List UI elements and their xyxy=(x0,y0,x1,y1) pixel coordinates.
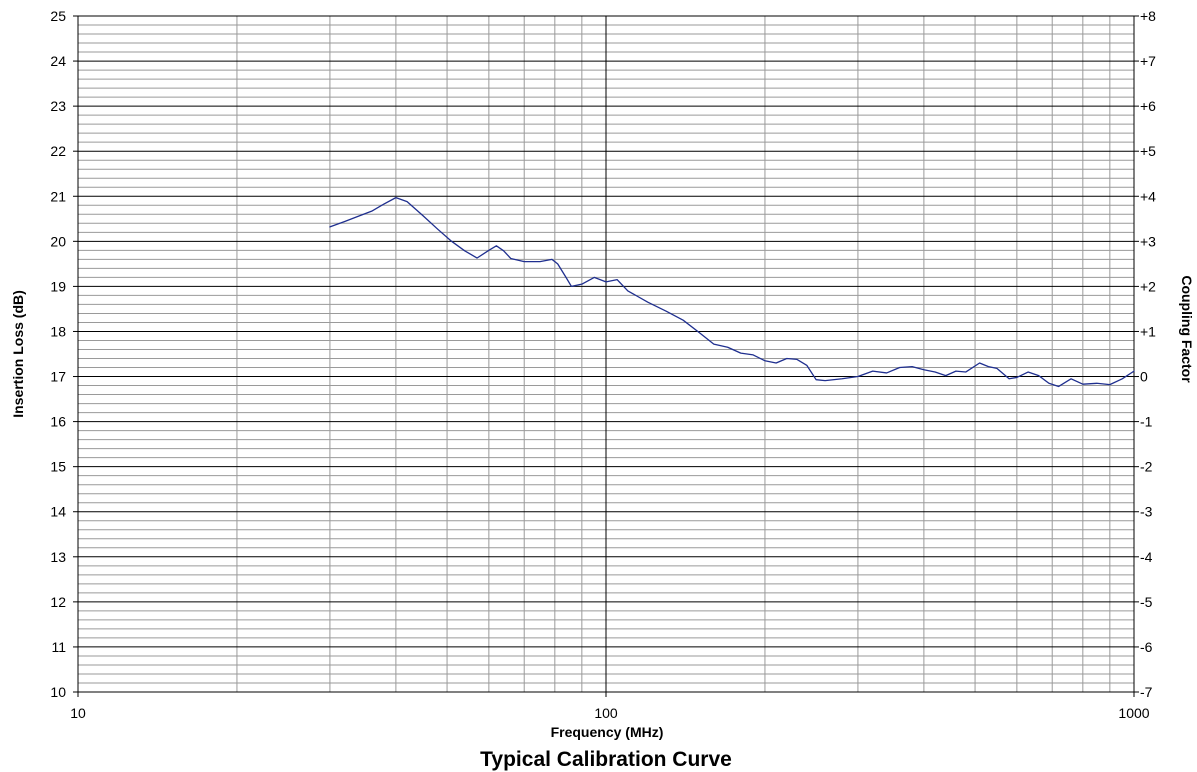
y2-tick-label: +5 xyxy=(1140,143,1156,159)
right-axis-ticks: -7 -6 -5 -4 -3 -2 -1 0 +1 +2 +3 +4 +5 +6 +7 +8 xyxy=(1134,8,1156,700)
y-tick-label: 13 xyxy=(50,549,66,565)
y2-tick-label: -3 xyxy=(1140,504,1153,520)
y2-tick-label: +4 xyxy=(1140,188,1156,204)
series-line xyxy=(329,196,1135,388)
y-tick-label: 24 xyxy=(50,53,66,69)
x-tick-label: 100 xyxy=(594,705,618,721)
left-axis-ticks: 10 11 12 13 14 15 16 17 18 19 20 21 22 23 24 25 xyxy=(50,8,78,700)
y-tick-label: 19 xyxy=(50,278,66,294)
y2-tick-label: -1 xyxy=(1140,414,1153,430)
x-axis-title: Frequency (MHz) xyxy=(551,724,664,740)
y2-tick-label: -7 xyxy=(1140,684,1153,700)
y-tick-label: 16 xyxy=(50,414,66,430)
y2-tick-label: +2 xyxy=(1140,278,1156,294)
y2-tick-label: -6 xyxy=(1140,639,1153,655)
series-layer xyxy=(329,196,1135,388)
y-tick-label: 17 xyxy=(50,369,66,385)
y-tick-label: 25 xyxy=(50,8,66,24)
y2-axis-title: Coupling Factor xyxy=(1179,275,1195,383)
y-tick-label: 12 xyxy=(50,594,66,610)
y-tick-label: 15 xyxy=(50,459,66,475)
y-tick-label: 18 xyxy=(50,323,66,339)
y2-tick-label: +8 xyxy=(1140,8,1156,24)
chart-title: Typical Calibration Curve xyxy=(480,748,732,771)
y-tick-label: 11 xyxy=(51,639,66,655)
x-tick-label: 10 xyxy=(70,705,86,721)
y2-tick-label: -2 xyxy=(1140,459,1153,475)
y2-tick-label: +7 xyxy=(1140,53,1156,69)
y2-tick-label: +3 xyxy=(1140,233,1156,249)
y-tick-label: 21 xyxy=(50,188,66,204)
x-axis-ticks: 10 100 1000 xyxy=(70,692,1150,721)
y-tick-label: 10 xyxy=(50,684,66,700)
x-tick-label: 1000 xyxy=(1118,705,1149,721)
y2-tick-label: +6 xyxy=(1140,98,1156,114)
y2-tick-label: -4 xyxy=(1140,549,1153,565)
y-tick-label: 20 xyxy=(50,233,66,249)
y-tick-label: 22 xyxy=(50,143,66,159)
minor-vertical-gridlines xyxy=(236,16,1111,692)
y-tick-label: 14 xyxy=(50,504,66,520)
y-tick-label: 23 xyxy=(50,98,66,114)
y2-tick-label: 0 xyxy=(1140,369,1148,385)
y-axis-title: Insertion Loss (dB) xyxy=(10,290,26,418)
y2-tick-label: -5 xyxy=(1140,594,1153,610)
y2-tick-label: +1 xyxy=(1140,323,1156,339)
